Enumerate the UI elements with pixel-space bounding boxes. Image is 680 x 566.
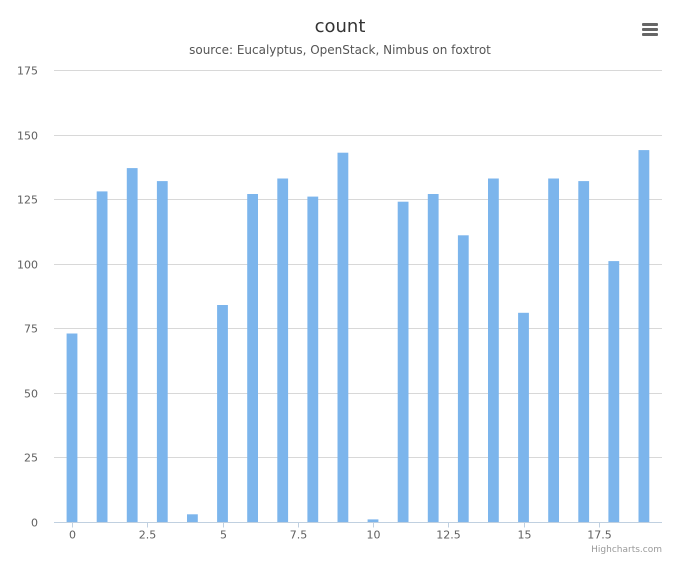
hamburger-menu-icon (642, 33, 658, 36)
x-tick-label: 10 (367, 529, 381, 542)
bar-10[interactable] (367, 519, 379, 522)
bar-3[interactable] (156, 181, 168, 522)
hamburger-menu-icon (642, 28, 658, 31)
y-tick-label: 125 (17, 194, 38, 207)
bar-9[interactable] (337, 152, 349, 522)
x-tick-label: 2.5 (139, 529, 157, 542)
bar-4[interactable] (187, 514, 198, 522)
bar-8[interactable] (307, 196, 319, 522)
y-tick-label: 0 (31, 517, 38, 530)
y-tick-label: 75 (24, 323, 38, 336)
bar-series (66, 150, 650, 523)
bar-1[interactable] (96, 191, 108, 522)
bar-7[interactable] (277, 178, 289, 523)
bar-14[interactable] (488, 178, 499, 523)
hamburger-menu-icon (642, 23, 658, 26)
bar-17[interactable] (578, 181, 590, 522)
x-tick-label: 12.5 (436, 529, 461, 542)
bar-2[interactable] (126, 168, 138, 522)
y-tick-label: 100 (17, 259, 38, 272)
x-tick-label: 0 (69, 529, 76, 542)
chart-subtitle: source: Eucalyptus, OpenStack, Nimbus on… (189, 43, 491, 57)
y-tick-label: 50 (24, 388, 38, 401)
bar-16[interactable] (548, 178, 559, 523)
grid-lines (54, 70, 662, 458)
y-tick-label: 25 (24, 452, 38, 465)
context-menu-button[interactable] (640, 20, 660, 38)
bar-18[interactable] (608, 261, 620, 522)
bar-15[interactable] (518, 312, 529, 522)
x-tick-label: 17.5 (587, 529, 612, 542)
bar-0[interactable] (66, 333, 78, 523)
bar-5[interactable] (217, 305, 228, 522)
y-tick-label: 150 (17, 130, 38, 143)
axes: 0 25 50 75 100 125 150 175 0 2.5 5 7.5 10 12.5 15 17.5 (17, 65, 662, 542)
credits-link[interactable]: Highcharts.com (591, 545, 662, 555)
bar-11[interactable] (397, 201, 409, 522)
bar-19[interactable] (638, 150, 650, 522)
y-tick-label: 175 (17, 65, 38, 78)
chart-title: count (314, 16, 366, 37)
bar-6[interactable] (247, 194, 258, 522)
bar-13[interactable] (457, 235, 469, 523)
x-tick-label: 5 (220, 529, 227, 542)
bar-12[interactable] (427, 194, 439, 522)
x-tick-label: 7.5 (290, 529, 308, 542)
x-tick-label: 15 (518, 529, 532, 542)
